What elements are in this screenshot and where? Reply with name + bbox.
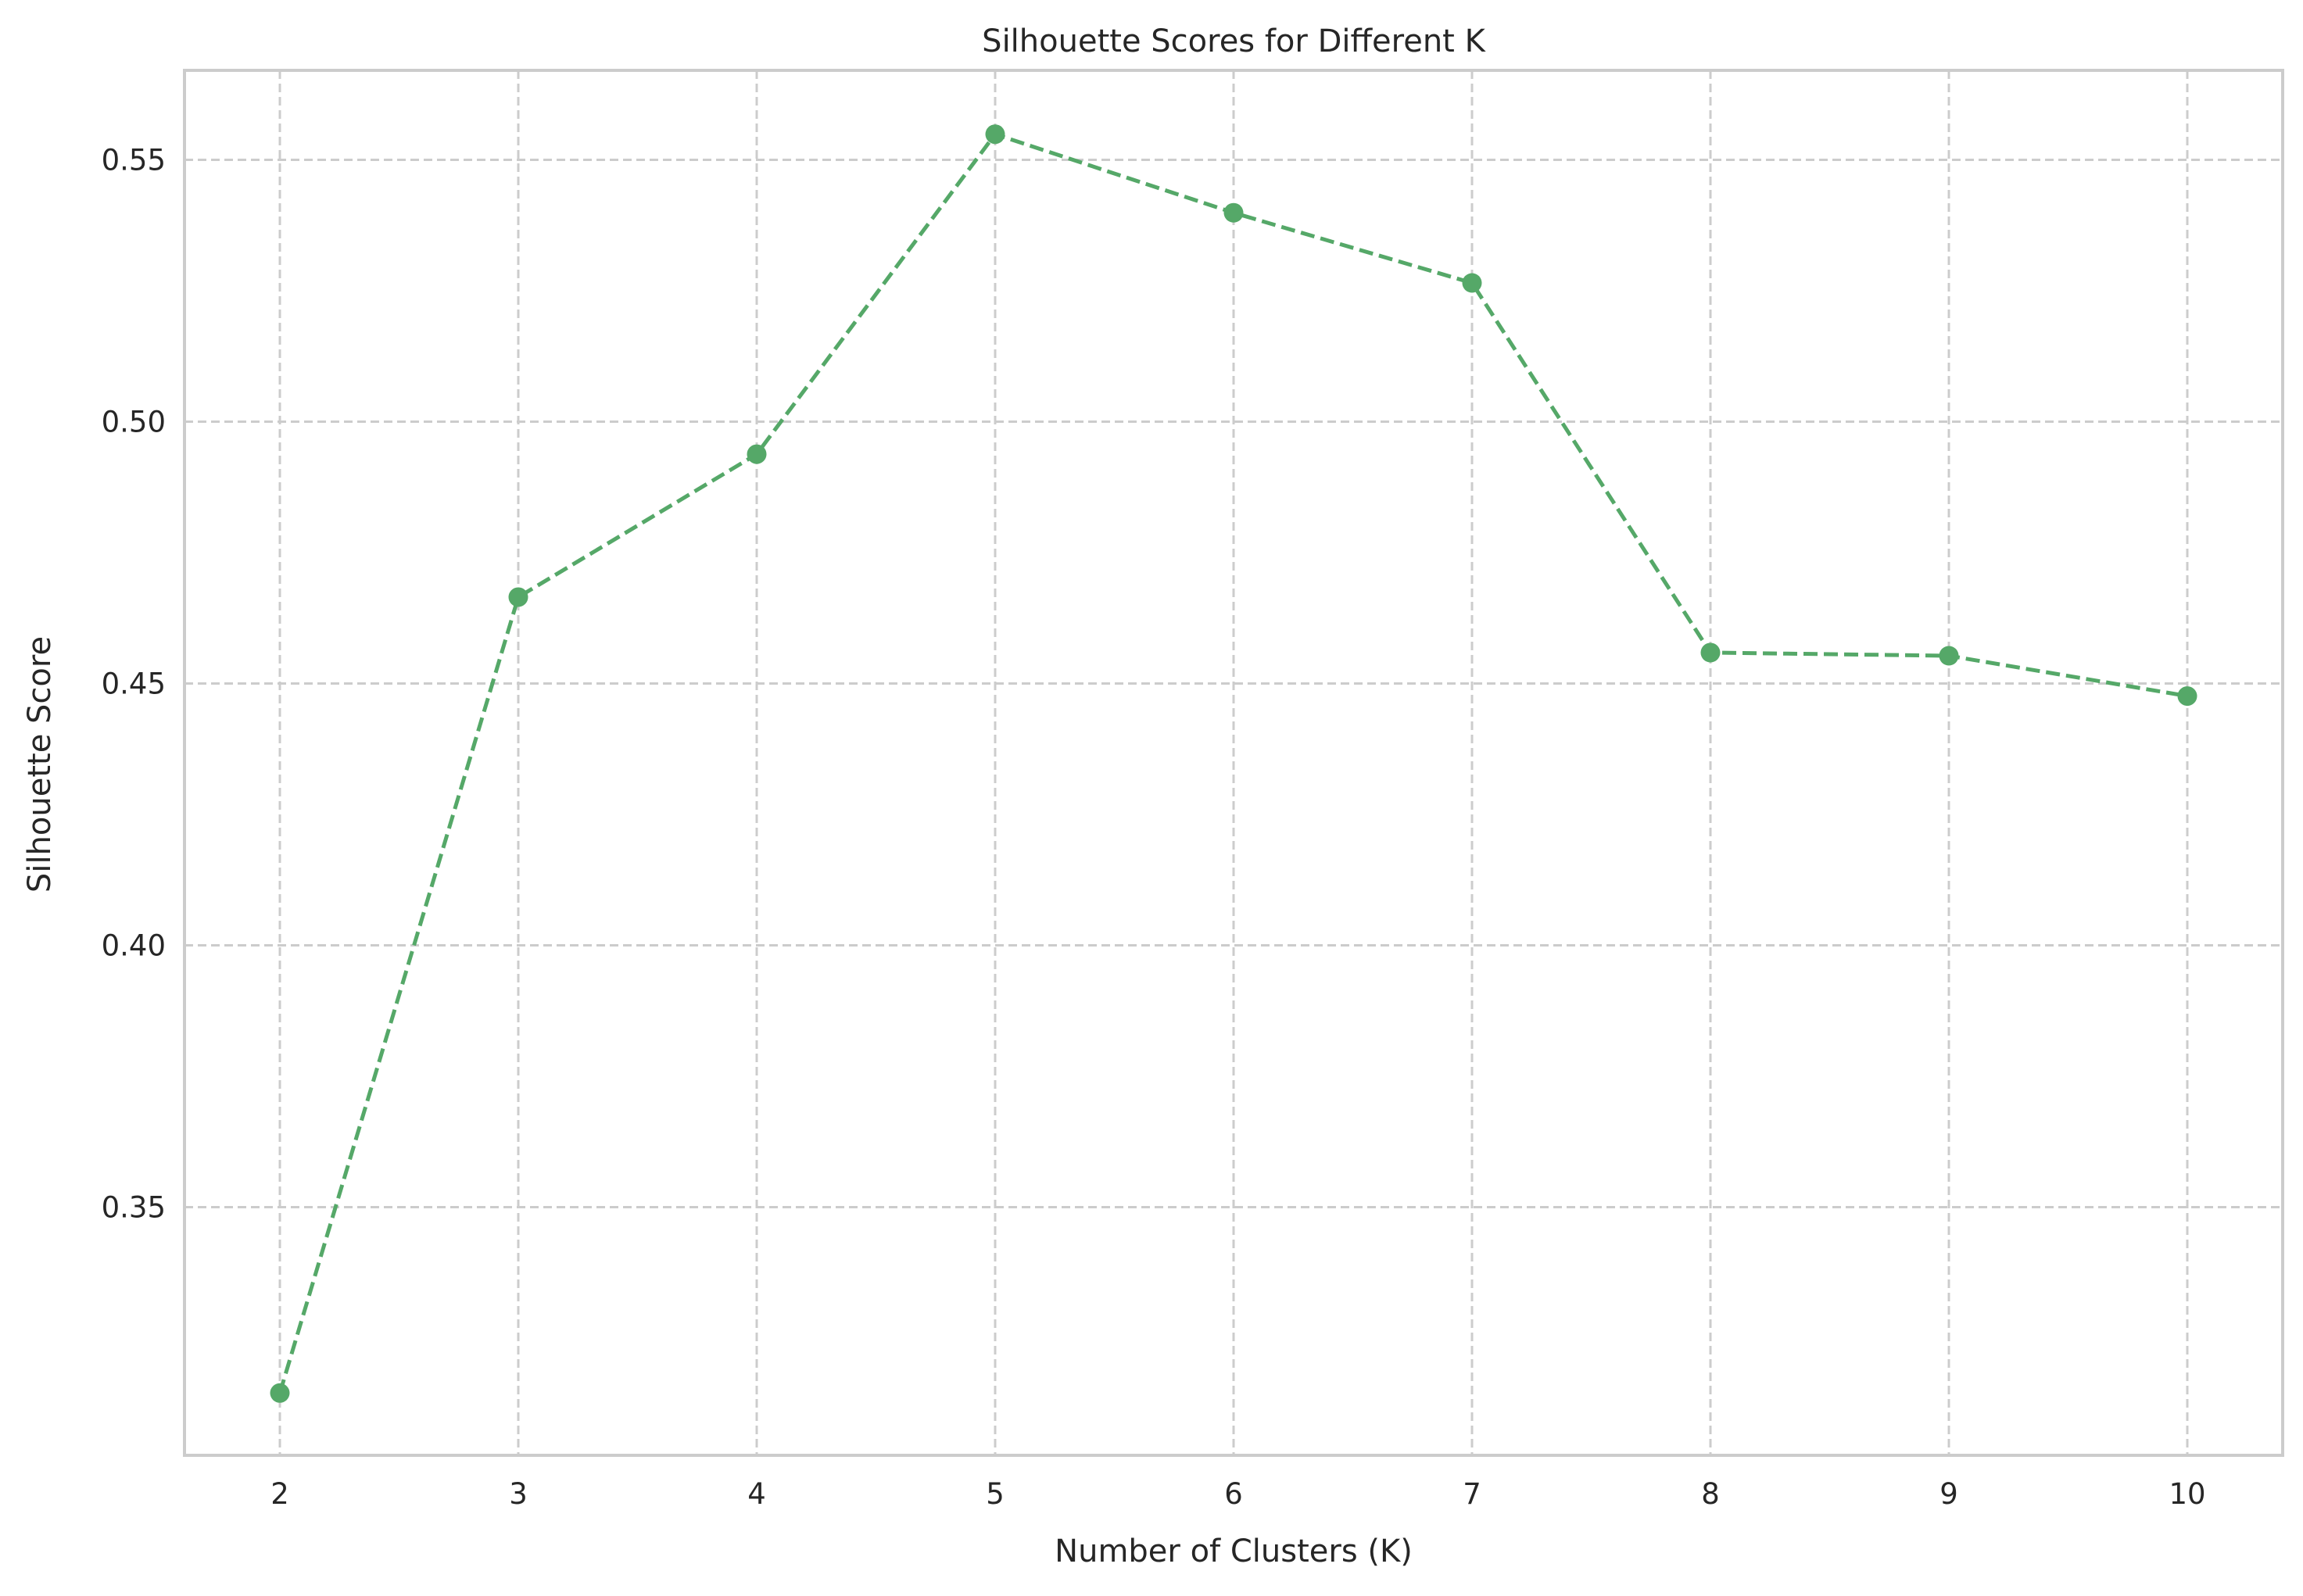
data-point	[1939, 646, 1959, 666]
y-tick-label: 0.45	[102, 667, 166, 701]
chart-title: Silhouette Scores for Different K	[982, 23, 1486, 59]
x-tick-label: 7	[1463, 1477, 1481, 1511]
x-tick-label: 3	[509, 1477, 528, 1511]
data-point	[985, 124, 1005, 145]
data-point	[1462, 273, 1482, 293]
data-point	[2177, 686, 2197, 707]
data-point	[270, 1383, 290, 1403]
x-tick-label: 6	[1224, 1477, 1243, 1511]
x-axis-ticks: 2 3 4 5 6 7 8 9 10	[270, 1477, 2205, 1511]
y-tick-label: 0.55	[102, 144, 166, 177]
grid	[184, 70, 2283, 1455]
x-tick-label: 4	[747, 1477, 766, 1511]
x-axis-label: Number of Clusters (K)	[1055, 1533, 1413, 1569]
y-axis-ticks: 0.35 0.40 0.45 0.50 0.55	[102, 144, 166, 1225]
x-tick-label: 2	[270, 1477, 289, 1511]
y-tick-label: 0.35	[102, 1190, 166, 1224]
y-tick-label: 0.40	[102, 929, 166, 962]
plot-frame	[183, 69, 2284, 1457]
data-point	[508, 587, 528, 607]
x-tick-label: 9	[1939, 1477, 1958, 1511]
y-axis-label: Silhouette Score	[22, 636, 58, 893]
data-point	[747, 444, 767, 464]
y-tick-label: 0.50	[102, 406, 166, 439]
series-layer	[270, 124, 2197, 1403]
data-point	[1223, 202, 1244, 223]
data-point	[1700, 642, 1721, 663]
x-tick-label: 5	[986, 1477, 1005, 1511]
x-tick-label: 8	[1701, 1477, 1720, 1511]
x-tick-label: 10	[2169, 1477, 2205, 1511]
